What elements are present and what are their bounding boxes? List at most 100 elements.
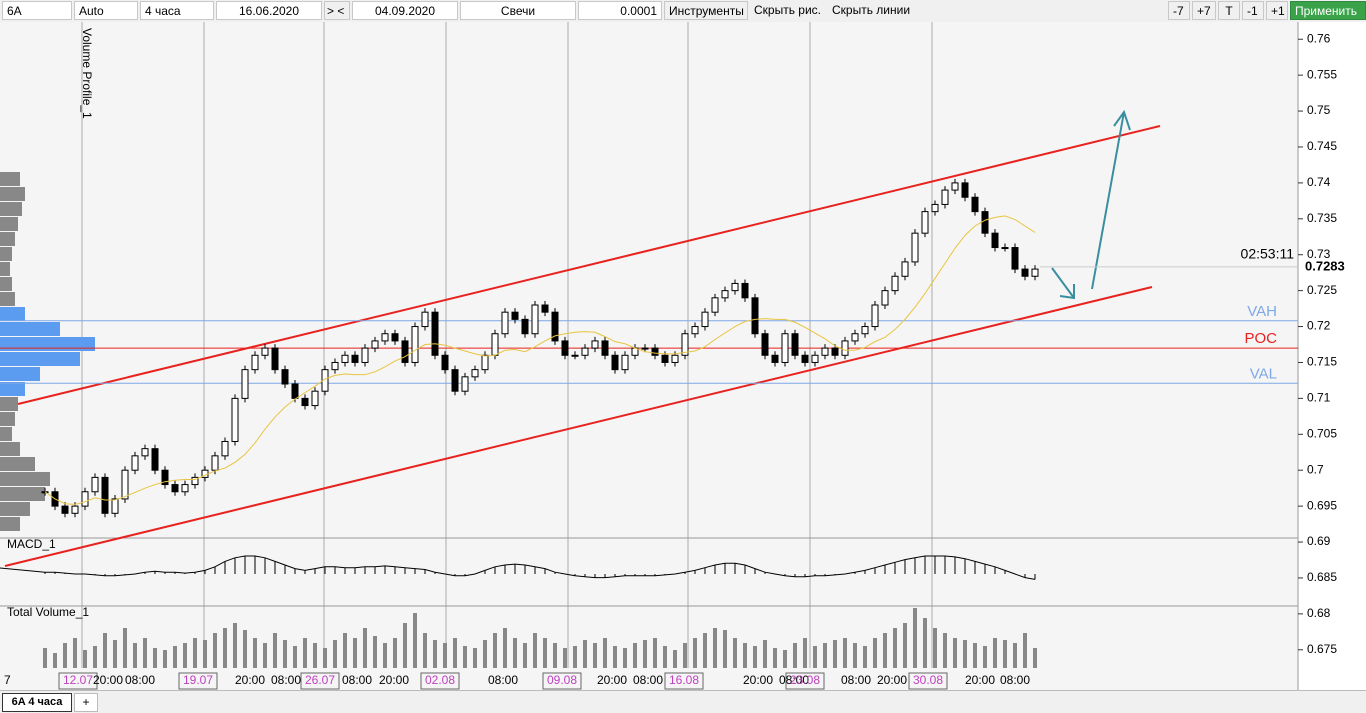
tools[interactable]: Инструменты xyxy=(664,1,748,20)
symbol[interactable]: 6A xyxy=(2,1,72,20)
x-label: 20:00 xyxy=(93,673,123,687)
profile-bar xyxy=(0,247,12,261)
x-label: 12.07 xyxy=(63,673,93,687)
candle xyxy=(271,347,279,371)
nav[interactable]: > < xyxy=(324,1,350,20)
candle xyxy=(321,369,329,392)
profile-bar xyxy=(0,412,15,426)
x-label: 20:00 xyxy=(597,673,627,687)
candle xyxy=(391,333,399,342)
candle xyxy=(771,354,779,363)
candle xyxy=(431,311,439,356)
volume-bar xyxy=(523,643,527,668)
volume-bar xyxy=(303,638,307,668)
profile-bar xyxy=(0,442,20,456)
candle xyxy=(651,347,659,356)
candle xyxy=(741,282,749,299)
volume-bar xyxy=(643,640,647,668)
candle xyxy=(931,203,939,213)
candle xyxy=(681,333,689,356)
x-label: 20:00 xyxy=(235,673,265,687)
hide-lines[interactable]: Скрыть линии xyxy=(828,1,918,20)
candle xyxy=(711,297,719,313)
add-tab[interactable]: + xyxy=(74,693,98,712)
volume-bar xyxy=(253,638,257,668)
volume-bar xyxy=(443,643,447,668)
volume-bar xyxy=(933,628,937,668)
candle xyxy=(531,304,539,335)
level-label: VAL xyxy=(1250,365,1277,382)
candle xyxy=(871,304,879,328)
volume-bar xyxy=(873,638,877,668)
x-label: 7 xyxy=(4,673,11,687)
candle xyxy=(71,505,79,514)
profile-bar xyxy=(0,472,50,486)
volume-bar xyxy=(233,623,237,668)
arrows xyxy=(1051,109,1131,300)
candle xyxy=(1001,247,1009,250)
candle xyxy=(231,397,239,442)
volume-bar xyxy=(563,648,567,668)
volume-bar xyxy=(193,638,197,668)
volume-label: Total Volume_1 xyxy=(7,605,89,619)
apply[interactable]: Применить xyxy=(1290,1,1366,20)
volume-bar xyxy=(93,646,97,668)
candle xyxy=(841,340,849,356)
macd-label: MACD_1 xyxy=(7,537,56,551)
x-label: 02.08 xyxy=(425,673,455,687)
profile-bar xyxy=(0,457,35,471)
candle xyxy=(61,505,69,514)
profile-bar xyxy=(0,322,60,336)
volume-bar xyxy=(273,633,277,668)
profile-bar xyxy=(0,337,95,351)
volume-bar xyxy=(993,638,997,668)
candle xyxy=(381,333,389,342)
y-tick-label: 0.725 xyxy=(1307,283,1337,297)
candle xyxy=(311,390,319,407)
profile-bar xyxy=(0,277,12,291)
t[interactable]: T xyxy=(1218,1,1240,20)
volume-bar xyxy=(973,643,977,668)
tick-size[interactable]: 0.0001 xyxy=(578,1,662,20)
y-tick-label: 0.685 xyxy=(1307,570,1337,584)
candle xyxy=(371,340,379,349)
profile-bar xyxy=(0,217,18,231)
y-tick-label: 0.72 xyxy=(1307,319,1331,333)
candle xyxy=(291,383,299,399)
volume-profile-label: Volume Profile_1 xyxy=(80,28,94,119)
candle xyxy=(521,318,529,335)
candle xyxy=(571,354,579,357)
candle xyxy=(721,290,729,299)
candle xyxy=(971,196,979,213)
volume-bar xyxy=(83,650,87,668)
candle xyxy=(251,354,259,371)
timeframe[interactable]: 4 часа xyxy=(140,1,214,20)
tab[interactable]: 6A 4 часа xyxy=(2,693,72,712)
candle xyxy=(451,369,459,392)
volume-bar xyxy=(333,640,337,668)
volume-bar xyxy=(103,633,107,668)
volume-bar xyxy=(153,648,157,668)
volume-bar xyxy=(393,638,397,668)
plus7[interactable]: +7 xyxy=(1192,1,1216,20)
x-label: 23.08 xyxy=(790,673,820,687)
candle xyxy=(541,304,549,313)
volume-bar xyxy=(53,653,57,668)
profile-bar xyxy=(0,232,15,246)
channel-upper xyxy=(17,125,1161,405)
date-from[interactable]: 16.06.2020 xyxy=(216,1,322,20)
y-tick-label: 0.68 xyxy=(1307,606,1331,620)
plus1[interactable]: +1 xyxy=(1266,1,1288,20)
volume-bar xyxy=(733,638,737,668)
y-tick-label: 0.7 xyxy=(1307,462,1324,476)
candle xyxy=(301,397,309,407)
hide-drawings[interactable]: Скрыть рис. xyxy=(750,1,828,20)
x-label: 08:00 xyxy=(1000,673,1030,687)
scale[interactable]: Auto xyxy=(74,1,138,20)
volume-bar xyxy=(243,630,247,668)
chart-type[interactable]: Свечи xyxy=(460,1,576,20)
minus1[interactable]: -1 xyxy=(1242,1,1264,20)
date-to[interactable]: 04.09.2020 xyxy=(352,1,458,20)
minus7[interactable]: -7 xyxy=(1168,1,1190,20)
